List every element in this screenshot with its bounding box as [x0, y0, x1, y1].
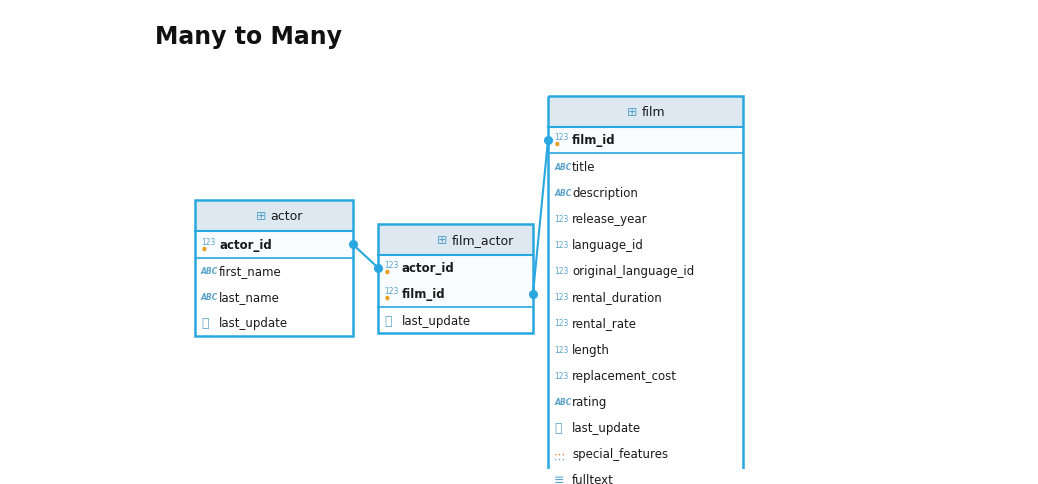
Text: 123: 123 [554, 319, 569, 328]
Bar [195, 201, 353, 232]
Text: ⬣: ⬣ [555, 142, 559, 147]
Bar [378, 255, 532, 307]
Text: length: length [572, 343, 610, 356]
Text: first_name: first_name [219, 265, 281, 277]
Text: language_id: language_id [572, 239, 644, 252]
Text: last_update: last_update [572, 421, 641, 434]
Text: release_year: release_year [572, 212, 648, 226]
Text: ABC: ABC [554, 162, 571, 171]
Text: rental_duration: rental_duration [572, 291, 662, 303]
Text: ≡: ≡ [554, 473, 565, 484]
Text: 123: 123 [554, 267, 569, 275]
Text: ABC: ABC [554, 188, 571, 197]
Text: ⧖: ⧖ [201, 317, 209, 330]
Text: fulltext: fulltext [572, 473, 613, 484]
Text: ⋯: ⋯ [554, 454, 565, 464]
Bar [195, 232, 353, 258]
Text: ⋯: ⋯ [554, 449, 565, 459]
Text: ⬣: ⬣ [202, 246, 207, 251]
Text: ABC: ABC [201, 293, 218, 302]
Bar [548, 97, 743, 128]
Text: ⧖: ⧖ [384, 314, 391, 327]
Text: ABC: ABC [554, 397, 571, 406]
Text: actor_id: actor_id [219, 239, 272, 252]
Text: last_update: last_update [219, 317, 289, 330]
Bar [195, 201, 353, 336]
Text: film_id: film_id [402, 288, 445, 301]
Text: description: description [572, 186, 638, 199]
Bar [548, 128, 743, 153]
Bar [548, 97, 743, 484]
Text: special_features: special_features [572, 447, 668, 460]
Text: last_name: last_name [219, 291, 280, 303]
Text: 123: 123 [384, 261, 399, 270]
Text: ABC: ABC [201, 267, 218, 275]
Text: film: film [641, 106, 665, 119]
Bar [378, 224, 532, 333]
Text: ⬣: ⬣ [385, 270, 389, 274]
Text: film_actor: film_actor [452, 233, 514, 246]
Text: rental_rate: rental_rate [572, 317, 637, 330]
Text: film_id: film_id [572, 134, 616, 147]
Text: actor: actor [270, 210, 302, 223]
Text: 123: 123 [554, 241, 569, 249]
Text: ⊞: ⊞ [255, 210, 266, 223]
Text: 123: 123 [554, 371, 569, 380]
Text: 123: 123 [554, 293, 569, 302]
Text: actor_id: actor_id [402, 262, 455, 274]
Text: last_update: last_update [402, 314, 471, 327]
Text: ⊞: ⊞ [627, 106, 637, 119]
Bar [378, 224, 532, 255]
Text: 123: 123 [554, 214, 569, 224]
Text: ⧖: ⧖ [554, 421, 562, 434]
Text: title: title [572, 160, 596, 173]
Text: 123: 123 [201, 238, 215, 246]
Text: 123: 123 [554, 133, 569, 142]
Text: 123: 123 [384, 287, 399, 296]
Text: rating: rating [572, 395, 607, 408]
Text: ⊞: ⊞ [437, 233, 447, 246]
Text: original_language_id: original_language_id [572, 265, 694, 277]
Text: replacement_cost: replacement_cost [572, 369, 677, 382]
Text: 123: 123 [554, 345, 569, 354]
Text: Many to Many: Many to Many [155, 25, 342, 49]
Text: ⬣: ⬣ [385, 296, 389, 301]
